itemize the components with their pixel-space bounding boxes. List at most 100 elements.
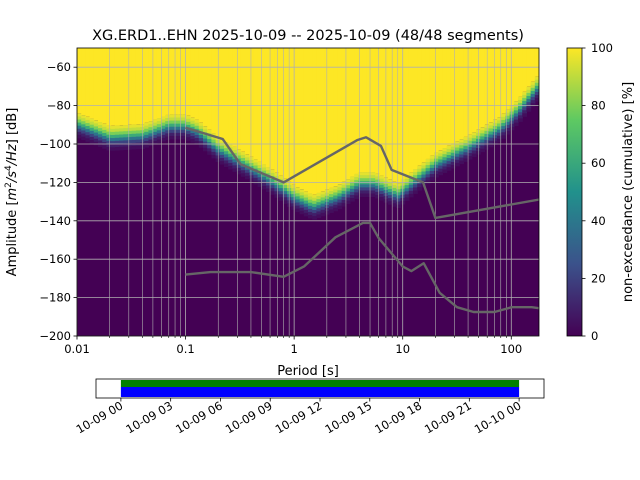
heatmap-cell — [236, 167, 242, 172]
heatmap-cell — [408, 184, 414, 189]
heatmap-column — [530, 48, 536, 107]
heatmap-cell — [106, 134, 112, 139]
heatmap-column — [337, 48, 343, 210]
heatmap-cell — [299, 48, 305, 190]
time-tick-label: 10-09 15 — [322, 398, 374, 436]
heatmap-cell — [211, 154, 217, 159]
heatmap-cell — [442, 160, 448, 164]
heatmap-column — [114, 48, 120, 151]
heatmap-cell — [156, 124, 162, 128]
heatmap-cell — [358, 184, 364, 188]
heatmap-cell — [219, 161, 225, 165]
heatmap-cell — [148, 48, 154, 122]
heatmap-cell — [89, 121, 95, 126]
heatmap-cell — [119, 146, 124, 151]
heatmap-column — [295, 48, 301, 213]
heatmap-column — [152, 48, 158, 145]
heatmap-cell — [114, 147, 120, 151]
heatmap-cell — [425, 158, 431, 163]
heatmap-cell — [194, 141, 200, 145]
heatmap-column — [446, 48, 452, 171]
heatmap-cell — [408, 181, 414, 186]
heatmap-cell — [186, 118, 191, 123]
heatmap-cell — [299, 189, 305, 193]
heatmap-cell — [98, 128, 103, 132]
heatmap-cell — [467, 149, 473, 154]
heatmap-cell — [245, 157, 250, 161]
heatmap-cell — [350, 185, 355, 190]
heatmap-cell — [85, 122, 91, 127]
heatmap-cell — [165, 48, 170, 115]
heatmap-cell — [211, 48, 217, 134]
heatmap-cell — [114, 128, 120, 133]
heatmap-cell — [156, 136, 162, 140]
heatmap-cell — [534, 76, 539, 81]
heatmap-cell — [522, 101, 527, 105]
heatmap-cell — [455, 159, 460, 164]
heatmap-column — [161, 48, 166, 142]
heatmap-cell — [513, 110, 519, 114]
heatmap-cell — [329, 48, 334, 188]
heatmap-cell — [173, 126, 179, 131]
heatmap-cell — [366, 178, 372, 182]
colorbar-tick-label: 100 — [591, 41, 613, 55]
heatmap-cell — [354, 186, 359, 190]
heatmap-cell — [404, 188, 410, 192]
heatmap-cell — [182, 123, 187, 128]
heatmap-cell — [467, 146, 473, 151]
heatmap-cell — [467, 48, 473, 135]
heatmap-cell — [106, 48, 112, 126]
heatmap-cell — [471, 144, 477, 148]
heatmap-cell — [131, 48, 137, 125]
heatmap-cell — [303, 191, 309, 195]
heatmap-cell — [236, 152, 242, 156]
heatmap-cell — [513, 107, 519, 111]
heatmap-cell — [505, 124, 511, 129]
heatmap-cell — [434, 158, 439, 163]
y-tick-label: −140 — [39, 214, 71, 228]
heatmap-cell — [211, 145, 217, 150]
x-tick-label: 1 — [290, 342, 297, 356]
heatmap-cell — [442, 148, 448, 152]
heatmap-column — [278, 48, 284, 201]
heatmap-cell — [518, 112, 523, 116]
heatmap-cell — [224, 151, 229, 155]
heatmap-cell — [501, 135, 506, 139]
heatmap-cell — [480, 139, 485, 143]
heatmap-cell — [375, 182, 380, 187]
heatmap-cell — [530, 87, 536, 92]
heatmap-cell — [434, 170, 439, 175]
heatmap-cell — [434, 152, 439, 156]
heatmap-cell — [152, 125, 158, 130]
heatmap-cell — [446, 148, 452, 153]
heatmap-column — [299, 48, 305, 215]
heatmap-cell — [375, 179, 380, 184]
heatmap-cell — [316, 199, 322, 203]
heatmap-cell — [316, 205, 322, 209]
heatmap-cell — [459, 160, 464, 165]
heatmap-cell — [350, 176, 355, 180]
heatmap-cell — [182, 126, 187, 131]
heatmap-cell — [362, 181, 368, 185]
heatmap-cell — [295, 208, 301, 213]
heatmap-cell — [434, 173, 439, 178]
heatmap-cell — [249, 48, 254, 157]
heatmap-cell — [190, 120, 196, 125]
heatmap-cell — [261, 164, 267, 168]
heatmap-column — [450, 48, 456, 169]
heatmap-cell — [303, 197, 309, 201]
heatmap-cell — [530, 103, 536, 107]
heatmap-cell — [93, 135, 99, 140]
heatmap-cell — [93, 132, 99, 137]
heatmap-cell — [497, 132, 502, 137]
heatmap-cell — [148, 127, 154, 131]
heatmap-cell — [190, 136, 196, 140]
heatmap-cell — [345, 200, 351, 205]
heatmap-cell — [480, 148, 485, 153]
heatmap-cell — [526, 102, 532, 106]
heatmap-cell — [497, 126, 502, 131]
heatmap-cell — [152, 122, 158, 127]
heatmap-cell — [152, 134, 158, 139]
heatmap-column — [131, 48, 137, 150]
heatmap-cell — [299, 195, 305, 199]
